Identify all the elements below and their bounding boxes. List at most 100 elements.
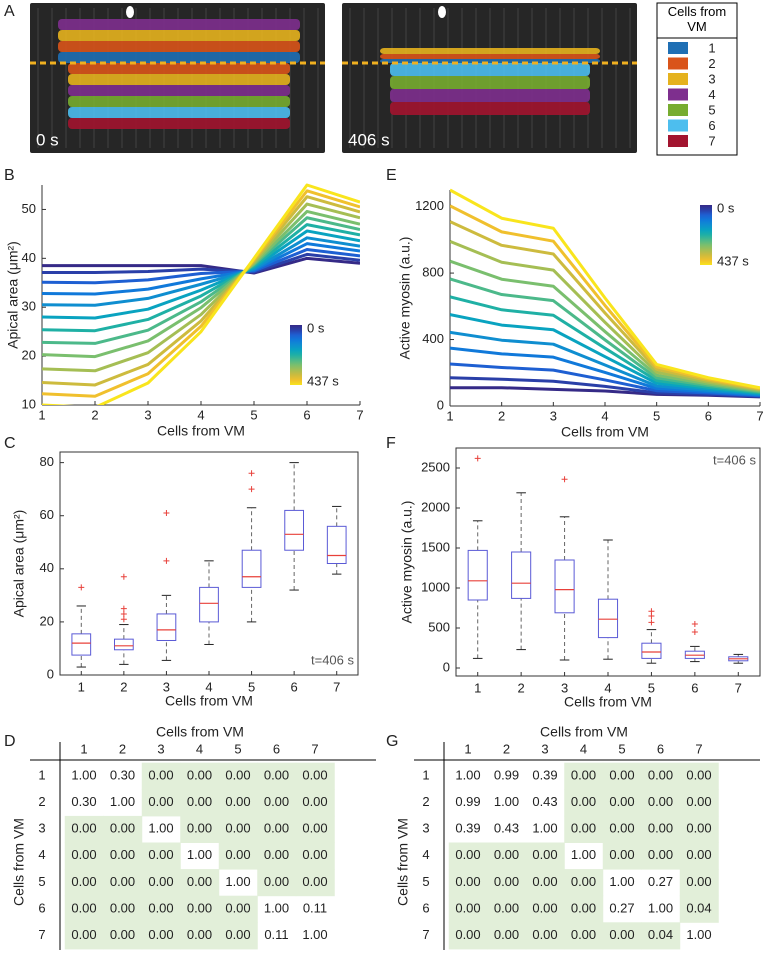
- cell-highlight: [295, 815, 335, 843]
- column-label: 7: [695, 741, 702, 756]
- cell-highlight: [448, 869, 488, 897]
- table-cell: 0.00: [571, 900, 596, 915]
- cell-highlight: [525, 869, 565, 897]
- cell-highlight: [141, 762, 181, 790]
- table-cell: 0.00: [648, 847, 673, 862]
- cell-highlight: [641, 762, 681, 790]
- cell-highlight: [487, 842, 527, 870]
- cell-highlight: [141, 869, 181, 897]
- cell-highlight: [564, 815, 604, 843]
- table-cell: 0.00: [225, 767, 250, 782]
- cell-highlight: [180, 789, 220, 817]
- x-tick-label: 5: [648, 680, 655, 695]
- table-cell: 1.00: [532, 821, 557, 836]
- legend-label: 5: [708, 102, 715, 117]
- x-tick-label: 7: [735, 680, 742, 695]
- cell-highlight: [295, 869, 335, 897]
- table-cell: 1.00: [494, 794, 519, 809]
- table-cell: 0.00: [148, 767, 173, 782]
- y-tick-label: 40: [22, 250, 36, 265]
- column-label: 3: [157, 741, 164, 756]
- y-tick-label: 60: [40, 507, 54, 522]
- y-axis-title: Active myosin (a.u.): [399, 501, 415, 624]
- y-tick-label: 800: [422, 265, 444, 280]
- column-label: 5: [234, 741, 241, 756]
- colorbar-label: 437 s: [717, 253, 749, 268]
- table-cell: 0.99: [455, 794, 480, 809]
- table-cell: 0.00: [110, 847, 135, 862]
- table-cell: 0.43: [532, 794, 557, 809]
- column-label: 1: [80, 741, 87, 756]
- cell-highlight: [525, 922, 565, 950]
- cell-highlight: [180, 869, 220, 897]
- x-tick-label: 3: [550, 408, 557, 423]
- cell-highlight: [218, 762, 258, 790]
- table-cell: 0.00: [609, 794, 634, 809]
- column-label: 2: [503, 741, 510, 756]
- table-cell: 0.39: [455, 821, 480, 836]
- table-cell: 0.00: [264, 847, 289, 862]
- table-cell: 0.00: [225, 821, 250, 836]
- row-label: 4: [38, 847, 45, 862]
- cell-highlight: [64, 869, 104, 897]
- box: [597, 598, 619, 639]
- x-axis-title: Cells from VM: [561, 424, 649, 440]
- cell-band: [68, 63, 290, 74]
- box: [113, 638, 134, 651]
- series-line: [42, 195, 360, 387]
- outlier: [648, 608, 655, 615]
- table-cell: 0.00: [532, 847, 557, 862]
- cell-highlight: [257, 815, 297, 843]
- table-cell: 1.00: [225, 874, 250, 889]
- row-title: Cells from VM: [11, 818, 27, 906]
- table-cell: 0.27: [609, 900, 634, 915]
- box: [511, 551, 532, 599]
- box: [71, 633, 92, 656]
- cell-highlight: [679, 762, 719, 790]
- table-cell: 0.00: [148, 874, 173, 889]
- x-tick-label: 6: [691, 680, 698, 695]
- table-cell: 0.00: [225, 927, 250, 942]
- cell-highlight: [487, 869, 527, 897]
- x-tick-label: 1: [474, 680, 481, 695]
- x-tick-label: 2: [498, 408, 505, 423]
- table-cell: 0.11: [264, 927, 288, 942]
- table-cell: 0.00: [110, 927, 135, 942]
- table-cell: 0.00: [71, 927, 96, 942]
- x-tick-label: 4: [205, 679, 212, 694]
- row-label: 5: [38, 874, 45, 889]
- legend-label: 4: [708, 87, 715, 102]
- outlier: [691, 629, 698, 635]
- x-tick-label: 2: [120, 679, 127, 694]
- x-tick-label: 6: [705, 408, 712, 423]
- table-cell: 0.00: [302, 847, 327, 862]
- y-tick-label: 30: [22, 299, 36, 314]
- cell-highlight: [141, 789, 181, 817]
- table-cell: 0.00: [609, 847, 634, 862]
- legend-swatch: [668, 73, 688, 85]
- series-line: [450, 330, 760, 396]
- table-cell: 0.00: [532, 900, 557, 915]
- cell-highlight: [257, 869, 297, 897]
- cell-highlight: [564, 922, 604, 950]
- x-tick-label: 7: [756, 408, 763, 423]
- series-line: [42, 256, 360, 275]
- series-line: [42, 202, 360, 373]
- x-axis-title: Cells from VM: [564, 694, 652, 710]
- colorbar: [700, 205, 712, 265]
- cell-highlight: [180, 922, 220, 950]
- column-label: 4: [196, 741, 203, 756]
- box: [554, 559, 575, 614]
- row-label: 3: [422, 821, 429, 836]
- cell-band: [390, 76, 590, 89]
- cell-band: [380, 48, 600, 54]
- x-tick-label: 3: [163, 679, 170, 694]
- x-tick-label: 1: [38, 407, 45, 422]
- x-axis-title: Cells from VM: [165, 693, 253, 709]
- cell-band: [68, 85, 290, 96]
- y-axis-title: Apical area (μm²): [5, 241, 21, 349]
- table-cell: 0.00: [264, 821, 289, 836]
- row-label: 6: [38, 900, 45, 915]
- cell-highlight: [218, 789, 258, 817]
- annotation: t=406 s: [311, 652, 355, 667]
